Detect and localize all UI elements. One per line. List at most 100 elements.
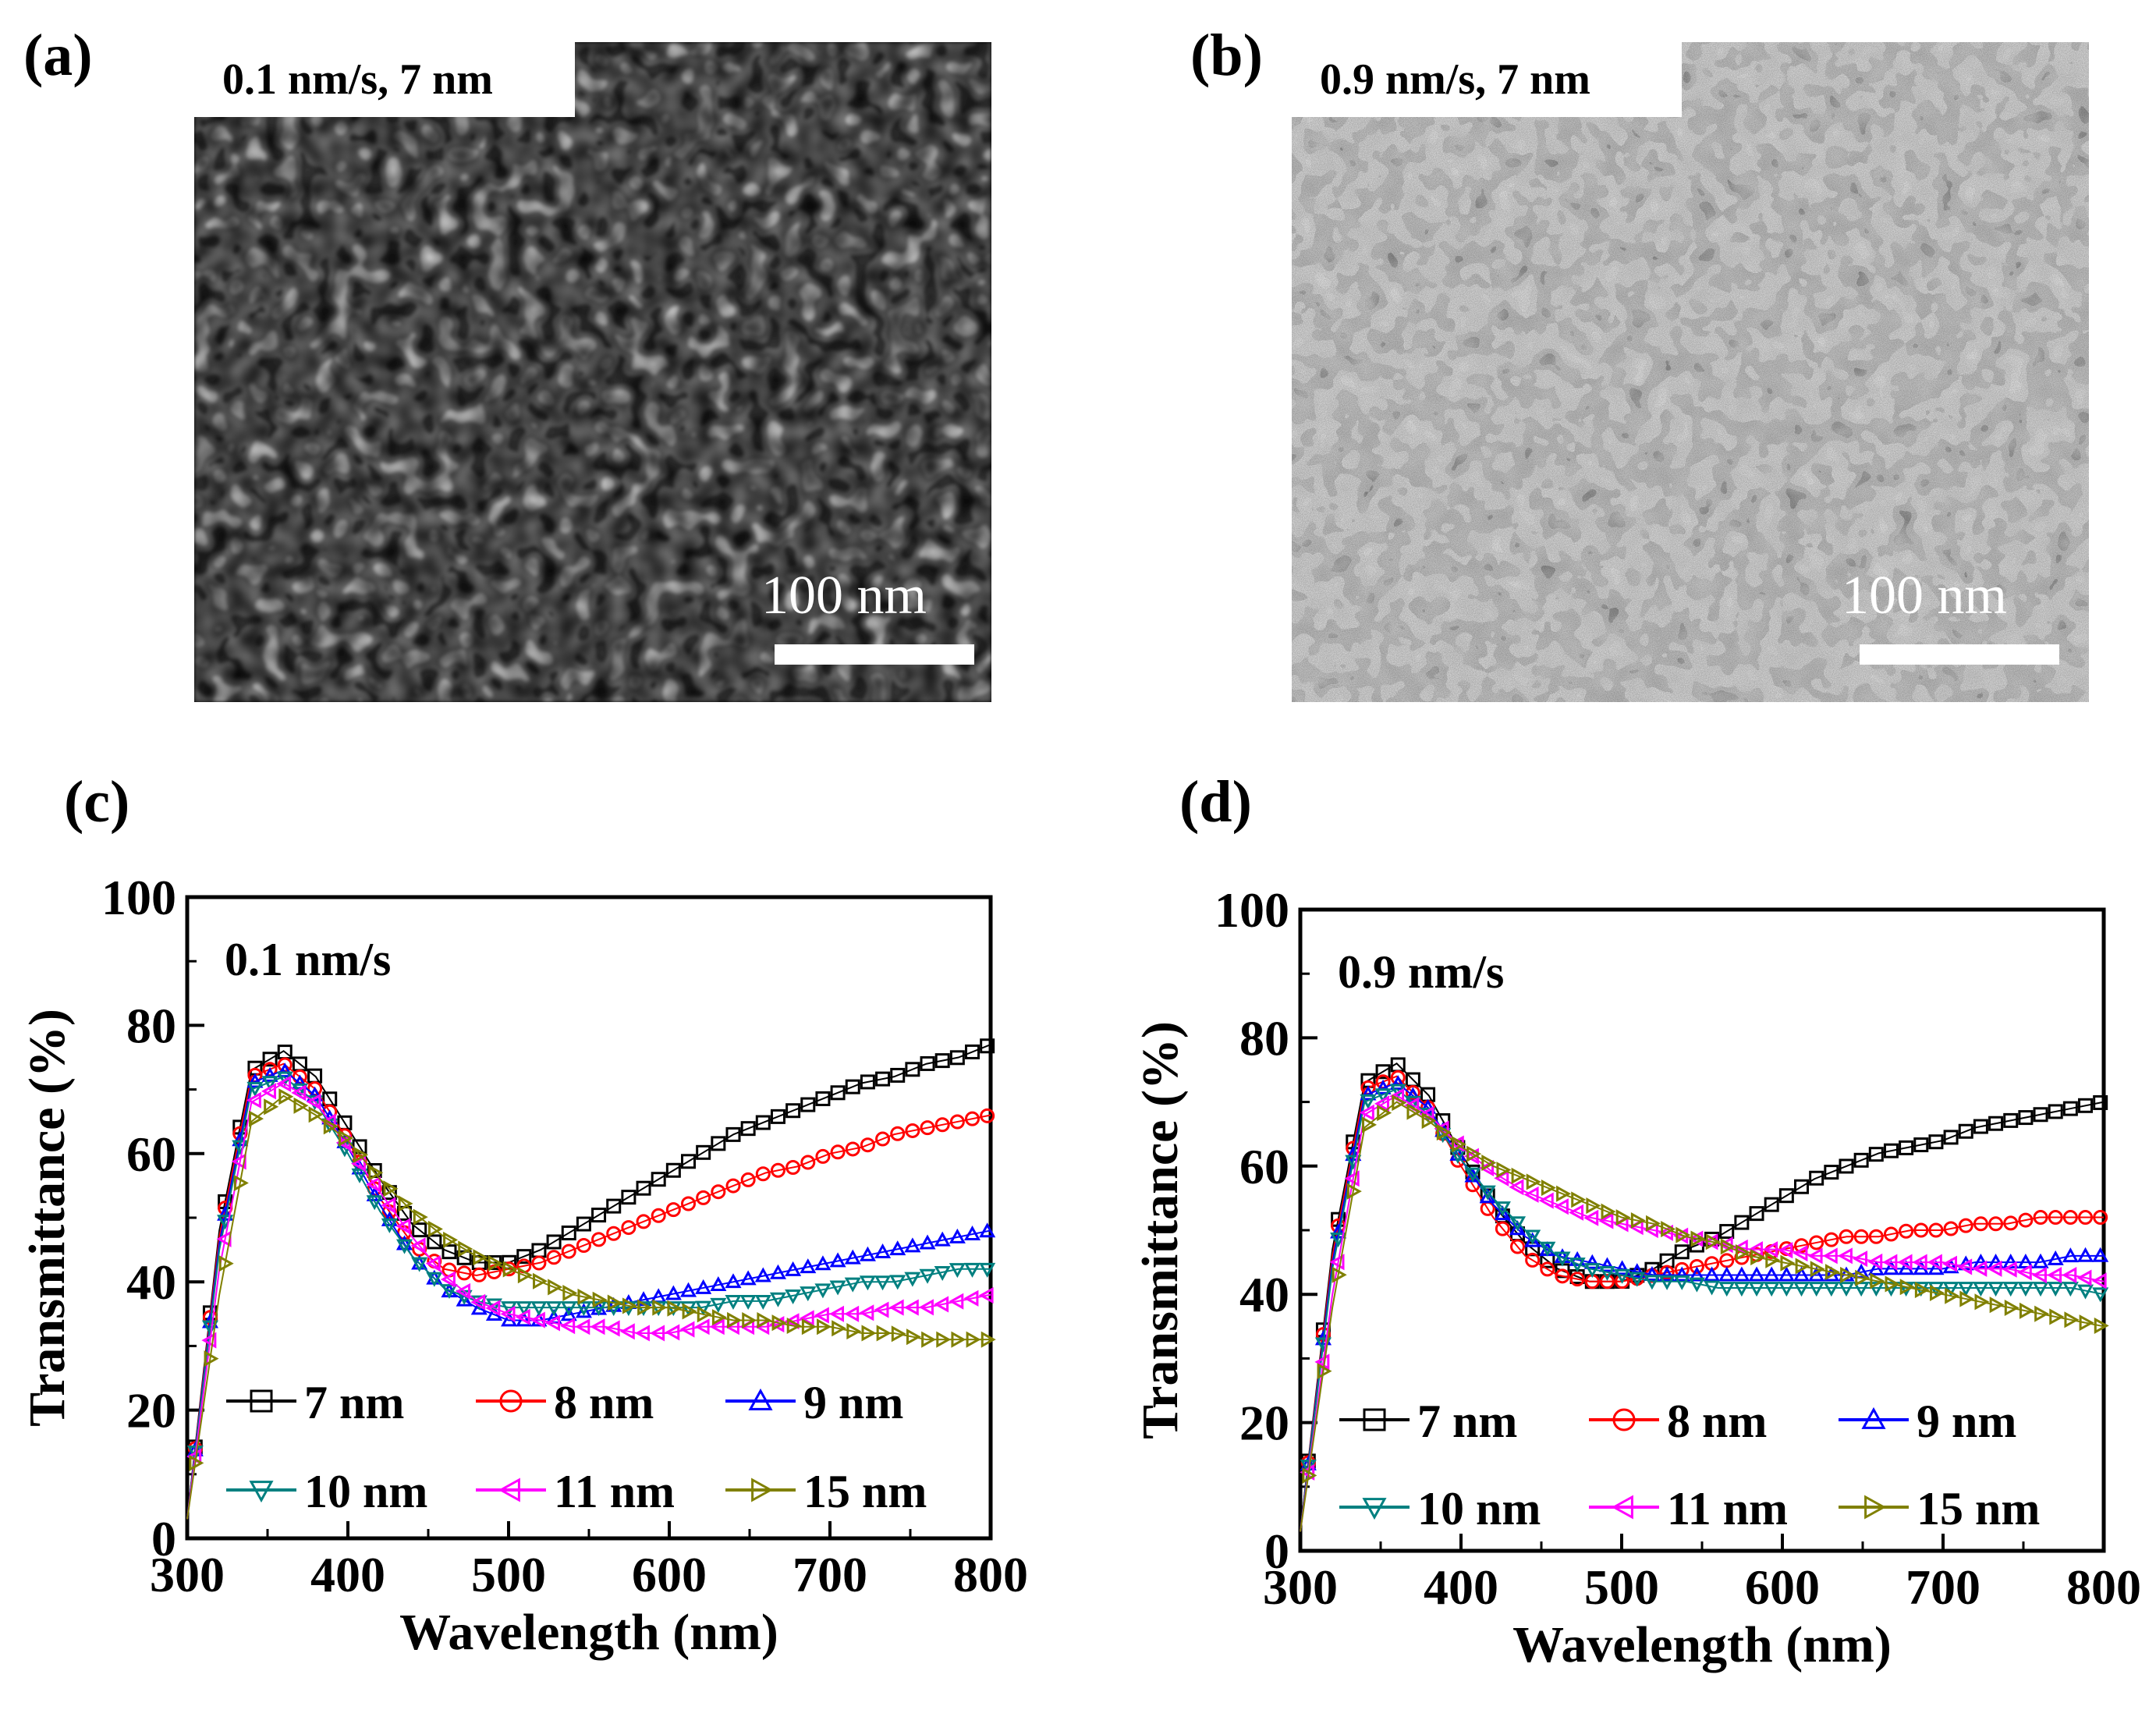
data-point: [1496, 1162, 1512, 1179]
data-point: [1808, 1282, 1825, 1297]
legend-marker: [499, 1389, 523, 1413]
data-point: [1598, 1265, 1616, 1281]
data-point: [293, 1097, 309, 1114]
data-point: [1659, 1265, 1675, 1280]
data-point: [1839, 1158, 1854, 1174]
series-line: [186, 1069, 991, 1520]
data-point: [1972, 1282, 1989, 1297]
data-point: [1735, 1243, 1750, 1261]
data-point: [665, 1202, 681, 1218]
data-point: [1853, 1152, 1869, 1168]
data-point: [801, 1318, 817, 1336]
data-point: [709, 1318, 725, 1336]
data-point: [1317, 1363, 1332, 1380]
data-point: [1957, 1258, 1973, 1275]
data-point: [1988, 1282, 2005, 1297]
x-tick-label: 600: [632, 1547, 707, 1602]
data-point: [1509, 1216, 1527, 1232]
data-point: [2062, 1266, 2077, 1284]
data-point: [665, 1162, 681, 1178]
data-point: [1958, 1123, 1973, 1139]
data-point: [1989, 1297, 2005, 1314]
data-point: [291, 1084, 307, 1101]
legend-entry: 10 nm: [226, 1466, 427, 1517]
data-point: [1748, 1266, 1765, 1282]
data-point: [696, 1190, 711, 1205]
data-point: [1374, 1088, 1392, 1104]
legend-entry: 9 nm: [725, 1377, 903, 1428]
data-point: [545, 1301, 562, 1317]
data-point: [2062, 1101, 2078, 1116]
data-point: [682, 1303, 697, 1320]
data-point: [1942, 1255, 1957, 1272]
data-point: [1344, 1170, 1360, 1187]
data-point: [2032, 1282, 2049, 1297]
data-point: [769, 1292, 787, 1307]
data-point: [591, 1232, 607, 1247]
data-point: [710, 1297, 727, 1313]
data-point: [891, 1325, 906, 1343]
data-point: [665, 1324, 680, 1341]
legend-entry: 15 nm: [725, 1466, 927, 1517]
series-7-nm: [1300, 1057, 2108, 1532]
data-point: [1629, 1272, 1646, 1287]
data-point: [1973, 1119, 1988, 1134]
sem-image-b-texture: [1292, 42, 2089, 702]
data-point: [1732, 1239, 1748, 1257]
data-point: [1374, 1095, 1389, 1112]
data-point: [1614, 1260, 1631, 1275]
data-point: [246, 1073, 264, 1088]
data-point: [1302, 1467, 1317, 1484]
chart-annotation: 0.9 nm/s: [1338, 946, 1504, 998]
data-point: [711, 1136, 726, 1151]
x-tick-label: 500: [1584, 1559, 1659, 1615]
data-point: [350, 1155, 366, 1172]
legend-label: 10 nm: [304, 1466, 427, 1517]
data-point: [2091, 1272, 2107, 1289]
data-point: [859, 1246, 876, 1261]
data-point: [1794, 1238, 1810, 1254]
data-point: [1824, 1264, 1840, 1281]
data-point: [591, 1208, 607, 1223]
data-point: [697, 1306, 712, 1323]
legend-marker: [249, 1481, 274, 1503]
x-tick-label: 800: [953, 1547, 1028, 1602]
data-point: [920, 1120, 935, 1136]
data-point: [1793, 1245, 1808, 1262]
data-point: [411, 1257, 428, 1272]
data-point: [1763, 1266, 1780, 1282]
data-point: [695, 1300, 712, 1316]
data-point: [1870, 1272, 1885, 1289]
data-point: [1583, 1263, 1601, 1279]
data-point: [306, 1093, 321, 1110]
data-point: [1945, 1287, 1960, 1304]
data-point: [576, 1216, 591, 1232]
data-point: [2078, 1098, 2094, 1113]
data-point: [1553, 1198, 1569, 1215]
data-point: [1764, 1197, 1779, 1212]
legend-label: 15 nm: [803, 1466, 927, 1517]
y-tick-label: 100: [1215, 882, 1289, 938]
data-point: [1525, 1252, 1541, 1268]
data-point: [246, 1091, 261, 1109]
data-point: [262, 1052, 278, 1067]
data-point: [1899, 1279, 1915, 1296]
data-point: [636, 1180, 651, 1196]
data-point: [458, 1240, 473, 1258]
data-point: [562, 1285, 578, 1302]
data-point: [351, 1168, 368, 1183]
series-15-nm: [1300, 1094, 2109, 1532]
data-point: [261, 1076, 278, 1091]
data-point: [1389, 1075, 1406, 1091]
data-point: [1420, 1098, 1437, 1114]
data-point: [963, 1289, 979, 1307]
data-point: [2094, 1317, 2109, 1334]
data-point: [651, 1208, 666, 1223]
data-point: [264, 1098, 279, 1116]
data-point: [710, 1276, 727, 1292]
data-point: [725, 1178, 741, 1194]
x-tick-label: 600: [1745, 1559, 1820, 1615]
series-11-nm: [186, 1075, 994, 1520]
data-point: [622, 1297, 637, 1314]
